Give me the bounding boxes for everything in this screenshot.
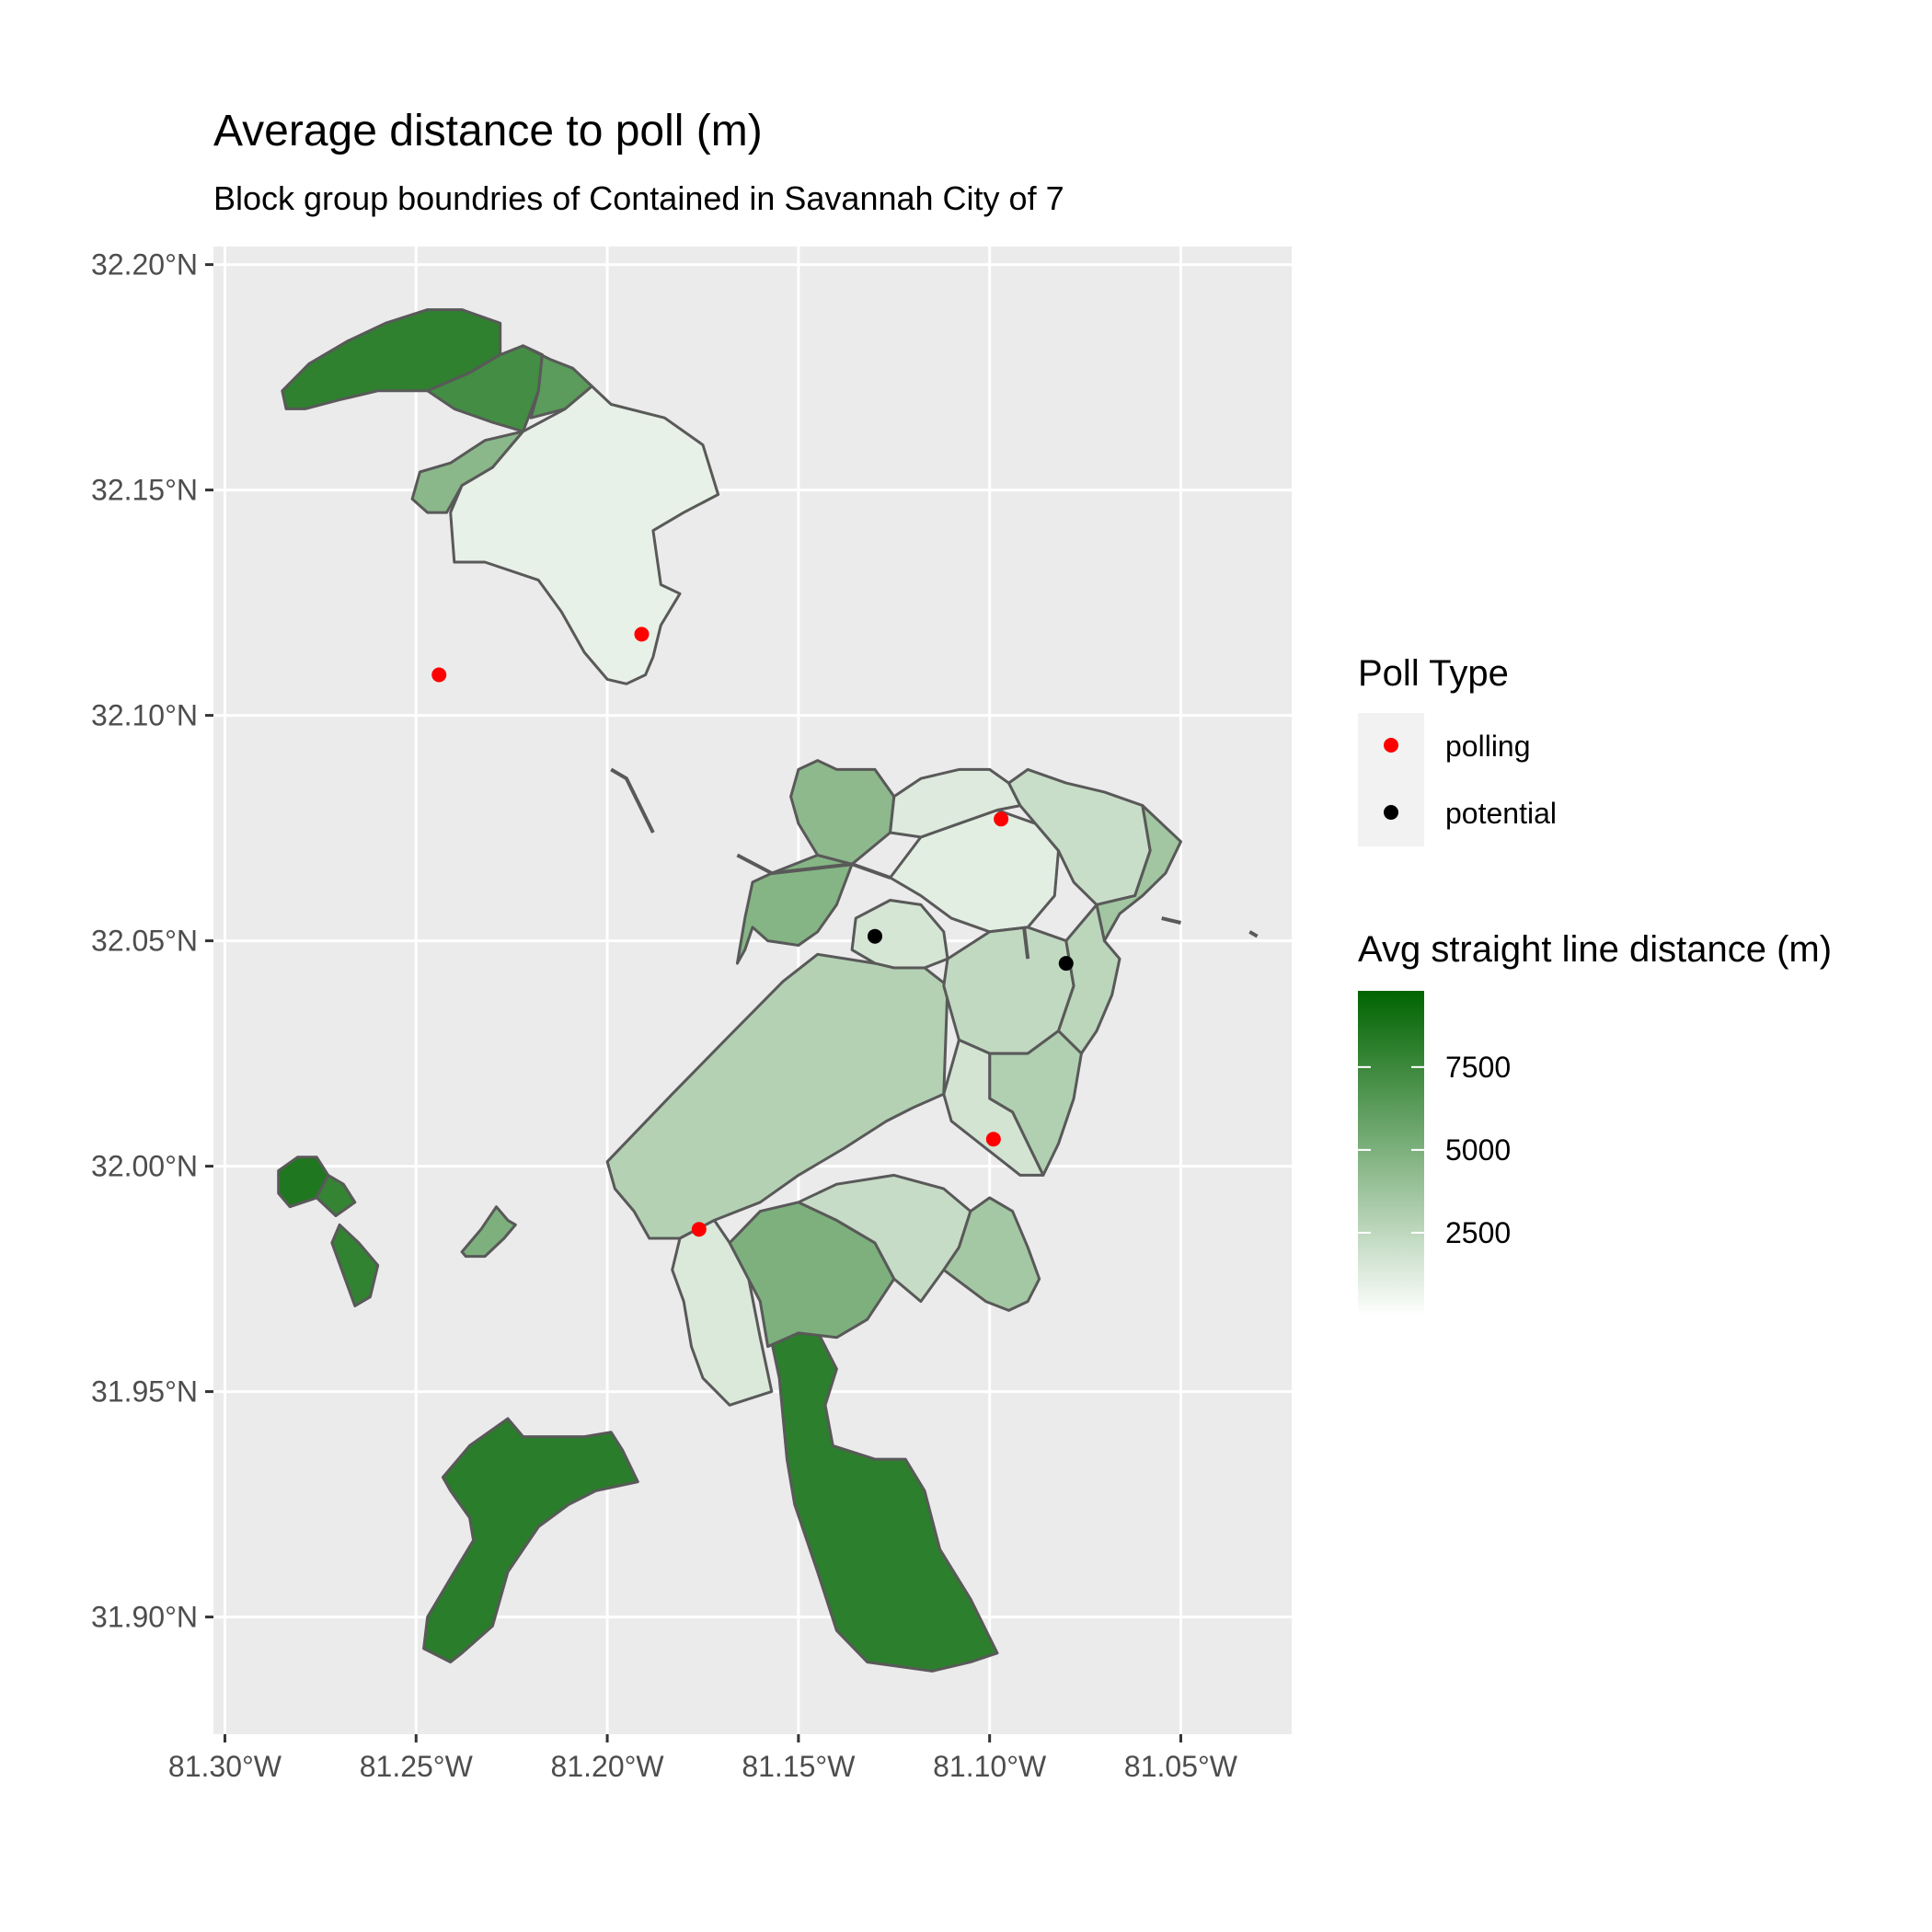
- y-tick-label-4: 32.10°N: [91, 699, 198, 732]
- polling-point-4: [691, 1222, 707, 1237]
- x-tick-label-5: 81.05°W: [1124, 1750, 1238, 1783]
- y-tick-label-6: 32.20°N: [91, 248, 198, 282]
- poll-points: [431, 627, 1074, 1237]
- region-main-south-mid: [942, 1038, 1045, 1177]
- poll-legend-title: Poll Type: [1358, 653, 1509, 694]
- region-main-center-west: [850, 899, 949, 970]
- potential-point-5: [867, 928, 882, 944]
- region-main-east-edge: [1095, 804, 1182, 943]
- distance-colorbar: [1358, 991, 1424, 1316]
- region-north-large: [449, 385, 720, 685]
- x-tick-label-1: 81.25°W: [360, 1750, 474, 1783]
- boundary-line-1: [610, 767, 655, 834]
- region-main-southwest-large: [605, 952, 949, 1240]
- poll-type-legend: Poll Type polling potential: [1358, 653, 1557, 846]
- region-west-island-2: [315, 1173, 357, 1217]
- region-main-far-south: [671, 1218, 774, 1407]
- x-tick-label-3: 81.15°W: [742, 1750, 856, 1783]
- x-tick-label-2: 81.20°W: [551, 1750, 665, 1783]
- y-tick-label-5: 32.15°N: [91, 474, 198, 507]
- colorbar-ticks: 2500 5000 7500: [1358, 1051, 1511, 1249]
- chart-subtitle: Block group boundries of Contained in Sa…: [213, 179, 1064, 217]
- region-main-south-east-edge: [942, 1196, 1041, 1312]
- polling-key-dot: [1384, 738, 1398, 753]
- polling-point-0: [431, 667, 447, 683]
- colorbar-label-1: 5000: [1445, 1133, 1511, 1167]
- colorbar-label-2: 7500: [1445, 1051, 1511, 1084]
- poll-legend-key-bg: [1358, 713, 1424, 846]
- region-main-south-central: [728, 1201, 896, 1349]
- potential-point-6: [1058, 956, 1074, 972]
- distance-legend-title: Avg straight line distance (m): [1358, 929, 1832, 970]
- boundary-line-2: [1022, 926, 1030, 960]
- colorbar-label-0: 2500: [1445, 1216, 1511, 1249]
- polling-point-3: [985, 1132, 1001, 1147]
- y-tick-label-2: 32.00°N: [91, 1150, 198, 1183]
- polling-legend-label: polling: [1445, 730, 1531, 763]
- region-west-island-3: [330, 1223, 380, 1307]
- region-main-northwest: [789, 759, 896, 866]
- boundary-lines: [610, 767, 1259, 960]
- polling-point-2: [994, 811, 1009, 827]
- x-tick-label-4: 81.10°W: [933, 1750, 1047, 1783]
- boundary-line-4: [1248, 930, 1259, 938]
- boundary-line-3: [1161, 916, 1181, 925]
- potential-key-dot: [1384, 805, 1398, 820]
- y-tick-label-0: 31.90°N: [91, 1601, 198, 1634]
- potential-legend-label: potential: [1445, 797, 1557, 830]
- y-tick-label-3: 32.05°N: [91, 925, 198, 958]
- region-small-island: [460, 1205, 517, 1259]
- region-south-island-west: [422, 1417, 639, 1664]
- x-tick-label-0: 81.30°W: [168, 1750, 282, 1783]
- y-tick-label-1: 31.95°N: [91, 1375, 198, 1409]
- polling-point-1: [634, 627, 650, 642]
- chart-title: Average distance to poll (m): [213, 107, 763, 155]
- plot-panel: [213, 247, 1292, 1734]
- region-south-island-east: [766, 1300, 999, 1673]
- block-groups: [277, 308, 1182, 1673]
- distance-legend: Avg straight line distance (m) 2500 5000 7…: [1358, 929, 1832, 1316]
- axes: 81.30°W 81.25°W 81.20°W 81.15°W 81.10°W 81.05…: [91, 248, 1238, 1783]
- boundary-line-0: [736, 853, 891, 880]
